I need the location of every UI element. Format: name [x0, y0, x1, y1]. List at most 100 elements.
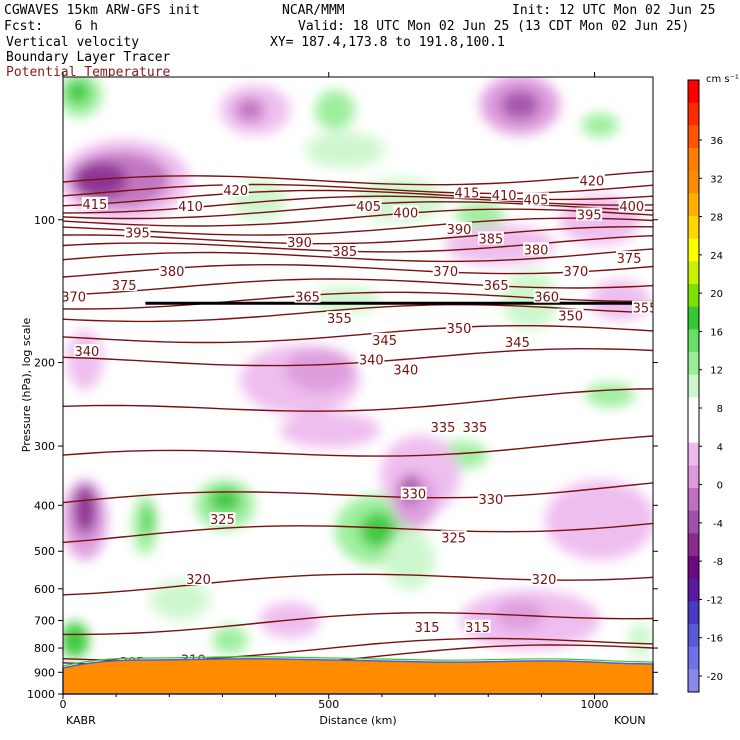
isentrope-line: [63, 388, 653, 412]
isentrope-label: 420: [579, 174, 604, 189]
isentrope-line: [63, 278, 653, 296]
isentrope-label: 395: [577, 209, 602, 224]
terrain: [62, 657, 654, 695]
isentrope-label-bg: [355, 199, 382, 213]
isentrope-label-bg: [392, 362, 419, 376]
isentrope-label: 380: [524, 243, 549, 258]
colorbar-label: 8: [717, 404, 723, 415]
isentrope-label: 365: [295, 291, 320, 306]
isentrope-label-bg: [185, 572, 212, 586]
isentrope-label: 420: [223, 184, 248, 199]
colorbar-label: -20: [707, 672, 723, 683]
colorbar-swatch: [688, 510, 699, 534]
isentrope-label: 380: [160, 265, 185, 280]
colorbar-swatch: [688, 442, 699, 466]
isentrope-label: 365: [484, 279, 509, 294]
terrain-sfc-tracer: [62, 656, 654, 667]
colorbar-swatch: [688, 125, 699, 149]
colorbar-swatch: [688, 284, 699, 308]
y-axis: 100 200 300 400 500 600 700 800 900 1000: [27, 214, 658, 701]
isentrope-label: 315: [415, 621, 440, 636]
colorbar-swatch: [688, 352, 699, 376]
colorbar-swatch: [688, 306, 699, 330]
isentrope-label-bg: [326, 311, 353, 325]
isentrope-label: 360: [534, 291, 559, 306]
y-axis-label: Pressure (hPa), log scale: [20, 318, 33, 453]
y-tick-label: 500: [34, 545, 55, 558]
isentrope-label: 355: [327, 312, 352, 327]
isentrope-label-bg: [632, 300, 653, 314]
colorbar-label: 16: [710, 327, 723, 338]
isentrope-label-bg: [294, 289, 321, 303]
left-endpoint-label: KABR: [66, 714, 96, 727]
isentrope-label: 335: [431, 421, 456, 436]
isentrope-label-bg: [209, 512, 236, 526]
isentrope-label-bg: [286, 235, 313, 249]
isentrope-line: [63, 195, 653, 214]
colorbar-swatch: [688, 624, 699, 648]
isentrope-line: [63, 611, 653, 636]
colorbar-label: -8: [713, 557, 723, 568]
isentrope-label: 375: [112, 279, 137, 294]
isentrope-label-bg: [371, 332, 398, 346]
colorbar-swatch: [688, 465, 699, 489]
colorbar-swatch: [688, 148, 699, 172]
isentrope-line: [63, 482, 653, 504]
isentrope-label: 390: [447, 223, 472, 238]
isentrope-label-bg: [491, 187, 518, 201]
isentrope-line: [63, 248, 653, 263]
colorbar-swatch: [688, 261, 699, 285]
colorbar-swatch: [688, 646, 699, 670]
isentrope-label-bg: [504, 335, 531, 349]
field-potential-temperature: Potential Temperature: [6, 65, 171, 80]
isentrope-label: 405: [524, 193, 549, 208]
colorbar-swatch: [688, 102, 699, 126]
isentrope-label-bg: [440, 530, 467, 544]
colorbar-swatch: [688, 533, 699, 557]
colorbar-swatch: [688, 238, 699, 262]
isentrope-label: 415: [82, 198, 107, 213]
isentrope-line: [63, 183, 653, 197]
isentrope-line: [63, 347, 653, 367]
center-label: NCAR/MMM: [282, 3, 345, 18]
isentrope-label-bg: [81, 196, 108, 210]
isentrope-line: [63, 522, 653, 544]
isentrope-label-bg: [414, 619, 441, 633]
isentrope-label-bg: [453, 185, 480, 199]
colorbar-label: 4: [717, 442, 723, 453]
isentrope-label: 385: [478, 232, 503, 247]
colorbar-swatch: [688, 80, 699, 104]
xsection-endpoints: XY= 187.4,173.8 to 191.8,100.1: [270, 35, 505, 50]
isentrope-line: [63, 225, 653, 245]
colorbar-label: -16: [707, 634, 723, 645]
isentrope-label-bg: [562, 264, 589, 278]
colorbar-swatch: [688, 170, 699, 194]
isentrope-label: 370: [433, 265, 458, 280]
colorbar-swatch: [688, 374, 699, 398]
model-title: CGWAVES 15km ARW-GFS init: [4, 3, 200, 18]
isentrope-label: 370: [564, 265, 589, 280]
y-tick-label: 700: [34, 615, 55, 628]
colorbar-label: 12: [710, 366, 723, 377]
isentrope-label: 345: [505, 336, 530, 351]
isentrope-label: 400: [393, 206, 418, 221]
colorbar-label: 36: [710, 136, 723, 147]
isentrope-label-bg: [523, 192, 550, 206]
isentrope-label: 405: [356, 200, 381, 215]
x-tick-label: 1000: [581, 698, 609, 711]
isentrope-label: 410: [178, 200, 203, 215]
isentrope-label-bg: [177, 199, 204, 213]
y-tick-label: 200: [34, 357, 55, 370]
isentrope-label-bg: [331, 244, 358, 258]
colorbar-swatch: [688, 556, 699, 580]
y-tick-label: 800: [34, 642, 55, 655]
y-tick-label: 900: [34, 666, 55, 679]
colorbar-swatch: [688, 669, 699, 693]
vertical-velocity-shading: [63, 77, 653, 694]
isentrope-label: 320: [186, 573, 211, 588]
colorbar-frame: [687, 79, 700, 693]
isentrope-label-bg: [523, 242, 550, 256]
valid-time: Valid: 18 UTC Mon 02 Jun 25 (13 CDT Mon …: [298, 19, 690, 34]
isentrope-label: 340: [393, 364, 418, 379]
